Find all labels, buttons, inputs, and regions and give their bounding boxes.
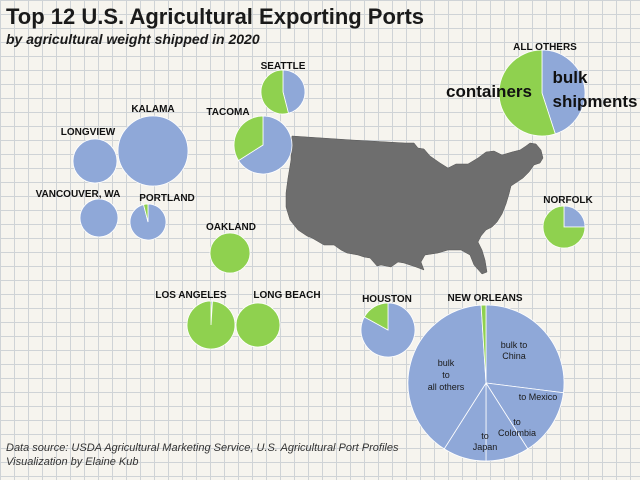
chart-title: Top 12 U.S. Agricultural Exporting Ports [6, 4, 425, 29]
port-label-long-beach: LONG BEACH [253, 290, 320, 301]
slice-label-bulk-to-all-others: to [442, 370, 450, 380]
slice-label-to-mexico: to Mexico [519, 392, 558, 402]
pie-slice-oakland-containers [209, 232, 251, 274]
chart-subtitle: by agricultural weight shipped in 2020 [6, 31, 260, 47]
legend-label-bulk: bulk [553, 68, 588, 87]
port-label-oakland: OAKLAND [206, 222, 256, 233]
port-label-vancouver-wa: VANCOUVER, WA [36, 189, 121, 200]
port-label-kalama: KALAMA [131, 104, 174, 115]
pie-slice-longview-bulk [72, 138, 118, 184]
pie-slice-tacoma-bulk [237, 115, 293, 175]
pie-slice-all-others-bulk [541, 49, 586, 135]
port-label-tacoma: TACOMA [206, 107, 249, 118]
pie-slice-long-beach-containers [235, 302, 281, 348]
undefined [485, 304, 565, 394]
pie-slice-los-angeles-containers [186, 300, 236, 350]
port-label-all-others: ALL OTHERS [513, 42, 577, 53]
slice-label-to-japan: Japan [473, 442, 498, 452]
source-line: Data source: USDA Agricultural Marketing… [6, 442, 399, 454]
port-label-houston: HOUSTON [362, 294, 412, 305]
undefined [485, 382, 564, 450]
port-label-los-angeles: LOS ANGELES [155, 290, 227, 301]
slice-label-bulk-to-all-others: bulk [438, 358, 455, 368]
legend-label-containers: containers [446, 82, 532, 101]
us-map [285, 135, 544, 275]
port-label-norfolk: NORFOLK [543, 195, 593, 206]
slice-label-to-japan: to [481, 431, 489, 441]
undefined [407, 304, 487, 450]
port-label-seattle: SEATTLE [261, 61, 306, 72]
pie-slice-seattle-bulk [282, 69, 306, 114]
legend-label-shipments: shipments [552, 92, 637, 111]
port-label-new-orleans: NEW ORLEANS [448, 293, 523, 304]
pie-slice-vancouver-wa-bulk [79, 198, 119, 238]
pie-slice-portland-containers [143, 203, 149, 223]
slice-label-bulk-to-china: China [502, 351, 526, 361]
slice-label-to-colombia: to [513, 417, 521, 427]
credit-line: Visualization by Elaine Kub [6, 456, 139, 468]
pie-slice-norfolk-bulk [563, 205, 586, 228]
slice-label-bulk-to-all-others: all others [428, 382, 465, 392]
port-label-portland: PORTLAND [139, 193, 195, 204]
pie-slice-tacoma-containers [233, 115, 264, 162]
pie-slice-houston-containers [363, 302, 389, 331]
pie-slice-seattle-containers [260, 69, 289, 115]
pie-slice-kalama-bulk [117, 115, 189, 187]
pie-slice-all-others-containers [498, 49, 556, 137]
undefined [480, 304, 487, 384]
pie-slice-norfolk-containers [542, 205, 586, 249]
port-label-longview: LONGVIEW [61, 127, 116, 138]
slice-label-to-colombia: Colombia [498, 428, 536, 438]
data-source-note: Data source: USDA Agricultural Marketing… [6, 441, 398, 469]
slice-label-bulk-to-china: bulk to [501, 340, 528, 350]
